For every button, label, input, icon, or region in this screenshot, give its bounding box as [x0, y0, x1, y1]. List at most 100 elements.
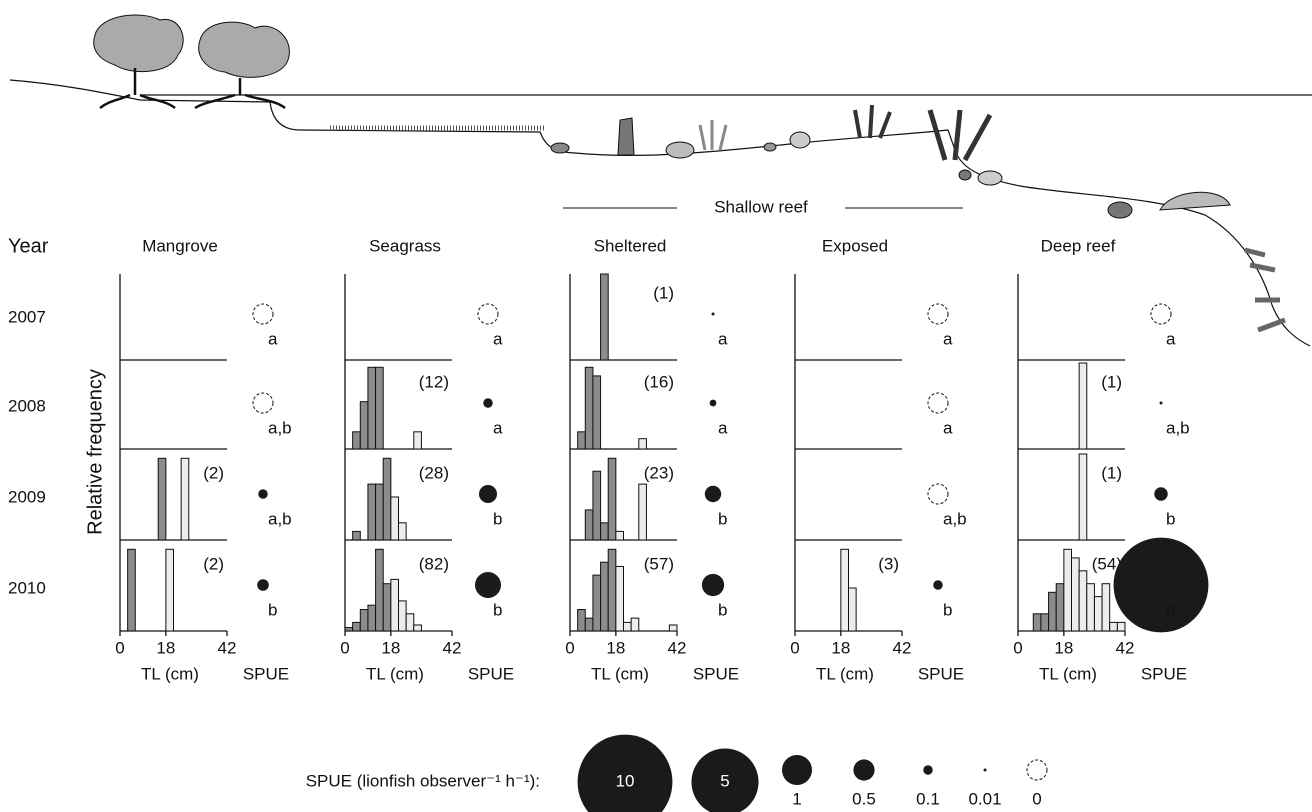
histogram-bar: [368, 605, 376, 631]
histogram-bar: [368, 484, 376, 540]
significance-letter: a: [943, 329, 953, 348]
x-tick-label: 42: [443, 638, 462, 657]
significance-letter: a: [268, 329, 278, 348]
spue-bubble: [1114, 538, 1209, 633]
year-header: Year: [8, 235, 49, 257]
significance-letter: a: [493, 418, 503, 437]
histogram-bar: [1110, 622, 1118, 631]
histogram-bar: [593, 376, 601, 449]
histogram-bar: [578, 432, 586, 449]
spue-header: SPUE: [243, 664, 289, 683]
legend-label: 5: [720, 771, 729, 790]
significance-letter: a: [718, 418, 728, 437]
histogram-bar: [593, 471, 601, 540]
x-tick-label: 0: [790, 638, 799, 657]
histogram-bar: [1079, 454, 1087, 540]
x-axis-label: TL (cm): [141, 664, 199, 683]
histogram-bar: [399, 601, 407, 631]
histogram-bar: [1094, 597, 1102, 631]
x-tick-label: 18: [381, 638, 400, 657]
spue-bubble: [1154, 487, 1167, 500]
histogram-bar: [406, 614, 414, 631]
histogram-bar: [593, 575, 601, 631]
spue-bubble: [1160, 402, 1163, 405]
legend-label: 1: [792, 789, 801, 808]
histogram-bar: [391, 497, 399, 540]
spue-zero: [478, 304, 498, 324]
histogram-bar: [1117, 622, 1125, 631]
spue-bubble: [923, 765, 932, 774]
histogram-bar: [1079, 363, 1087, 449]
spue-zero: [928, 304, 948, 324]
histogram-bar: [383, 584, 391, 631]
sample-size: (1): [653, 283, 674, 302]
significance-letter: b: [943, 600, 952, 619]
sample-size: (28): [419, 463, 449, 482]
histogram-bar: [585, 618, 593, 631]
spue-bubble: [853, 759, 874, 780]
x-axis-label: TL (cm): [591, 664, 649, 683]
sample-size: (12): [419, 372, 449, 391]
x-tick-label: 18: [156, 638, 175, 657]
spue-bubble: [710, 400, 717, 407]
histogram-bar: [391, 579, 399, 631]
spue-zero: [253, 304, 273, 324]
x-tick-label: 0: [115, 638, 124, 657]
histogram-bar: [639, 439, 647, 449]
histogram-bar: [1064, 549, 1072, 631]
figure: YearShallow reefRelative frequency200720…: [0, 0, 1312, 812]
histogram-bar: [414, 432, 422, 449]
histogram-bar: [399, 523, 407, 540]
histogram-bar: [376, 484, 384, 540]
spue-bubble: [933, 580, 942, 589]
spue-bubble: [475, 572, 501, 598]
histogram-bar: [624, 622, 632, 631]
histogram-bar: [128, 549, 136, 631]
histogram-bar: [353, 432, 361, 449]
x-axis-label: TL (cm): [366, 664, 424, 683]
x-tick-label: 18: [831, 638, 850, 657]
histogram-bar: [1033, 614, 1041, 631]
significance-letter: a: [493, 329, 503, 348]
year-label: 2010: [8, 578, 46, 597]
legend-label: 0.5: [852, 789, 876, 808]
histogram-bar: [353, 622, 361, 631]
significance-letter: a: [718, 329, 728, 348]
significance-letter: b: [493, 509, 502, 528]
histogram-bar: [414, 625, 422, 631]
histogram-bar: [1056, 584, 1064, 631]
histogram-bar: [376, 549, 384, 631]
spue-bubble: [479, 485, 497, 503]
spue-bubble: [257, 579, 269, 591]
histogram-bar: [1087, 584, 1095, 631]
x-tick-label: 18: [606, 638, 625, 657]
histogram-bar: [158, 458, 166, 540]
histogram-bar: [360, 610, 368, 632]
spue-zero: [1027, 760, 1047, 780]
spue-zero: [928, 393, 948, 413]
x-tick-label: 18: [1054, 638, 1073, 657]
histogram-bar: [841, 549, 849, 631]
histogram-bar: [608, 458, 616, 540]
histogram-bar: [585, 510, 593, 540]
significance-letter: a: [943, 418, 953, 437]
histogram-bar: [376, 367, 384, 449]
habitat-name: Sheltered: [594, 236, 667, 255]
histogram-bar: [616, 531, 624, 540]
habitat-name: Mangrove: [142, 236, 218, 255]
x-tick-label: 0: [1013, 638, 1022, 657]
spue-bubble: [483, 398, 492, 407]
significance-letter: b: [1166, 600, 1175, 619]
legend-title: SPUE (lionfish observer⁻¹ h⁻¹):: [306, 771, 540, 790]
histogram-bar: [601, 523, 609, 540]
histogram-bar: [383, 458, 391, 540]
histogram-bar: [669, 625, 677, 631]
spue-bubble: [712, 313, 715, 316]
habitat-name: Deep reef: [1041, 236, 1116, 255]
significance-letter: b: [718, 600, 727, 619]
histogram-bar: [1079, 571, 1087, 631]
histogram-bar: [585, 367, 593, 449]
spue-zero: [253, 393, 273, 413]
spue-zero: [1151, 304, 1171, 324]
x-tick-label: 42: [668, 638, 687, 657]
